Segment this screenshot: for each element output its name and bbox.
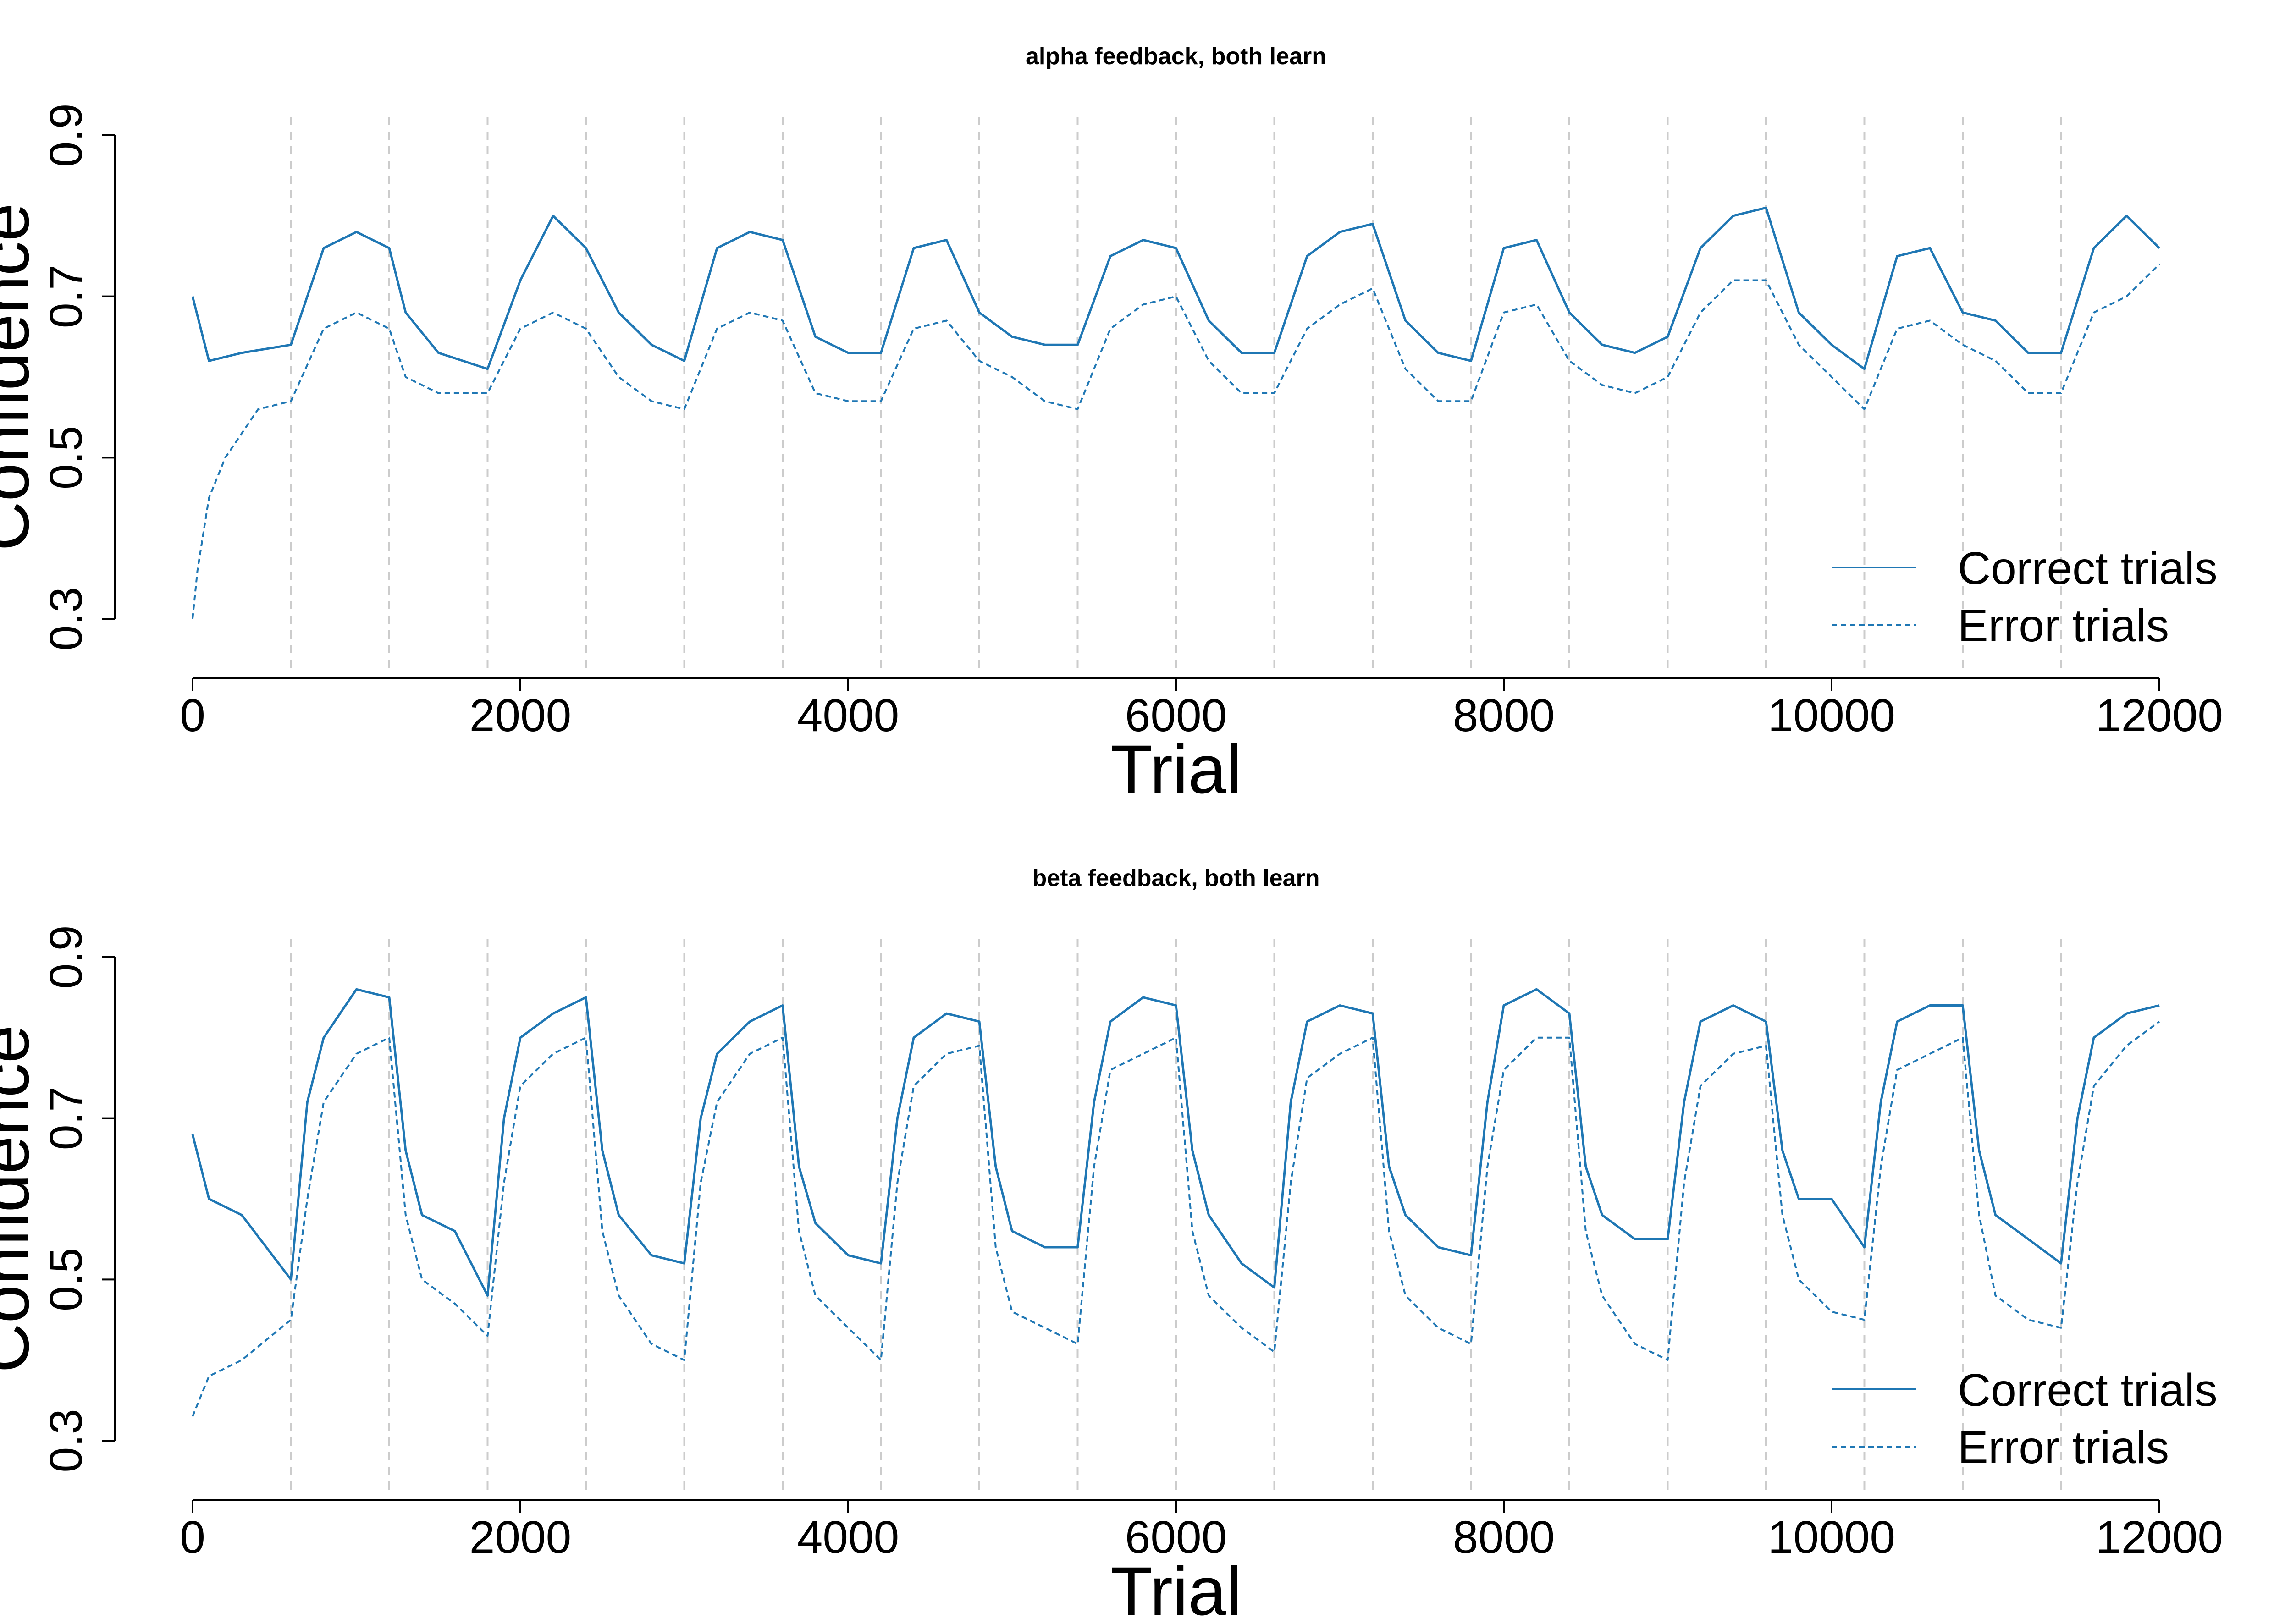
x-tick-label: 6000: [1125, 1512, 1227, 1563]
y-tick-label: 0.5: [40, 1248, 92, 1311]
legend-label-error: Error trials: [1958, 600, 2169, 651]
y-tick-label: 0.5: [40, 426, 92, 490]
x-tick-label: 4000: [797, 1512, 899, 1563]
x-tick-label: 12000: [2096, 690, 2223, 741]
y-tick-label: 0.7: [40, 264, 92, 328]
legend-label-error: Error trials: [1958, 1422, 2169, 1473]
x-tick-label: 6000: [1125, 690, 1227, 741]
x-tick-label: 0: [180, 690, 205, 741]
x-axis-label: Trial: [1110, 1552, 1242, 1624]
x-tick-label: 10000: [1768, 1512, 1895, 1563]
x-tick-label: 12000: [2096, 1512, 2223, 1563]
y-tick-label: 0.9: [40, 925, 92, 989]
y-tick-label: 0.9: [40, 103, 92, 167]
x-tick-label: 2000: [469, 1512, 571, 1563]
chart-title: beta feedback, both learn: [1032, 865, 1319, 892]
x-tick-label: 4000: [797, 690, 899, 741]
legend-label-correct: Correct trials: [1958, 1365, 2218, 1416]
x-axis-label: Trial: [1110, 731, 1242, 808]
y-axis-label: Confidence: [0, 1025, 43, 1373]
y-axis-label: Confidence: [0, 203, 43, 551]
correct-trials-line: [191, 988, 2160, 1297]
x-tick-label: 10000: [1768, 690, 1895, 741]
chart-panel-1: alpha feedback, both learn 0 2000 4000 6000 8…: [0, 43, 2223, 808]
legend-label-correct: Correct trials: [1958, 543, 2218, 594]
x-tick-label: 8000: [1453, 1512, 1555, 1563]
correct-trials-line: [191, 206, 2160, 370]
chart-panel-2: beta feedback, both learn 0 2000 4000 6000 80…: [0, 865, 2223, 1624]
y-tick-label: 0.3: [40, 587, 92, 650]
y-tick-label: 0.7: [40, 1086, 92, 1150]
x-tick-label: 0: [180, 1512, 205, 1563]
y-tick-label: 0.3: [40, 1409, 92, 1472]
x-tick-label: 8000: [1453, 690, 1555, 741]
error-trials-line: [192, 1021, 2160, 1417]
x-tick-label: 2000: [469, 690, 571, 741]
chart-title: alpha feedback, both learn: [1026, 43, 1326, 70]
error-trials-line: [192, 263, 2160, 619]
